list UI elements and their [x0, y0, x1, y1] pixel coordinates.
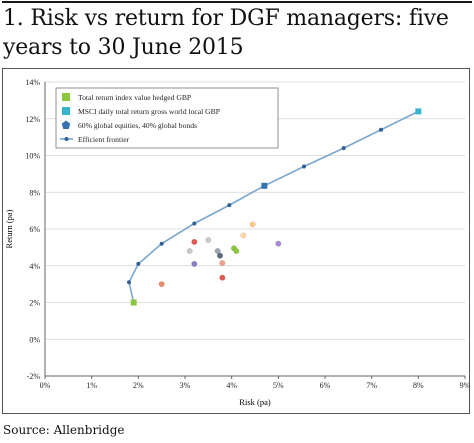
manager-point [214, 248, 221, 255]
frontier-point [159, 241, 164, 246]
axes [44, 82, 465, 377]
grid-lines [45, 81, 465, 377]
manager-point [219, 274, 226, 281]
y-tick-label: 2% [29, 299, 40, 308]
x-tick-label: 3% [180, 381, 191, 390]
y-tick-label: 12% [25, 115, 40, 124]
legend-label: MSCI daily total return gross world loca… [78, 107, 220, 116]
frontier-point [192, 221, 197, 226]
chart-frame [2, 68, 470, 414]
manager-point [191, 238, 198, 245]
frontier-point [136, 261, 141, 266]
manager-point [158, 281, 165, 288]
source-note: Source: Allenbridge [3, 423, 125, 437]
x-tick-label: 2% [133, 381, 144, 390]
y-tick-label: 8% [29, 188, 40, 197]
manager-point [233, 248, 240, 255]
y-tick-label: 14% [25, 78, 40, 87]
legend-swatch [62, 93, 70, 101]
manager-point [275, 240, 282, 247]
legend: Total return index value hedged GBP MSCI … [55, 87, 279, 149]
x-tick-label: 0% [40, 381, 51, 390]
legend-label: Total return index value hedged GBP [78, 93, 191, 102]
manager-points [158, 221, 282, 288]
benchmark-marker [261, 182, 268, 189]
y-tick-label: 4% [29, 262, 40, 271]
manager-point [191, 260, 198, 267]
x-tick-label: 6% [320, 381, 331, 390]
frontier-point [227, 203, 232, 208]
manager-point [205, 236, 212, 244]
benchmark-marker [130, 299, 137, 306]
legend-swatch [64, 137, 69, 141]
manager-point [186, 248, 193, 255]
manager-point [219, 259, 226, 267]
x-tick-label: 4% [226, 381, 237, 390]
legend-box [55, 87, 279, 149]
frontier-point [302, 164, 306, 169]
frontier-point [379, 127, 383, 132]
manager-point [249, 221, 256, 228]
y-tick-label: -2% [27, 372, 41, 381]
x-tick-label: 8% [413, 381, 424, 390]
legend-swatch [61, 120, 71, 129]
y-axis-label: Return (pa) [4, 209, 14, 248]
frontier-point [341, 146, 346, 151]
y-tick-label: 0% [29, 335, 40, 344]
manager-point [240, 232, 247, 239]
legend-label: Efficient frontier [78, 135, 130, 144]
x-tick-label: 5% [273, 381, 284, 390]
legend-swatch [62, 107, 70, 115]
x-axis-label: Risk (pa) [239, 397, 271, 407]
y-tick-label: 6% [29, 225, 40, 234]
x-tick-label: 7% [366, 381, 377, 390]
chart-title: 1. Risk vs return for DGF managers: five… [3, 6, 449, 60]
frontier-point [127, 280, 131, 285]
legend-label: 60% global equities, 40% global bonds [78, 121, 197, 130]
benchmark-marker [415, 108, 422, 115]
manager-point [216, 252, 224, 259]
y-tick-labels: -2% 0% 2% 4% 6% 8% 10% 12% 14% [25, 78, 40, 381]
y-tick-label: 10% [25, 152, 40, 161]
x-tick-label: 1% [86, 381, 97, 390]
top-rule [2, 1, 472, 3]
x-tick-label: 9% [460, 381, 471, 390]
x-tick-labels: 0% 1% 2% 3% 4% 5% 6% 7% 8% 9% [40, 376, 471, 390]
benchmark-points [130, 108, 422, 306]
